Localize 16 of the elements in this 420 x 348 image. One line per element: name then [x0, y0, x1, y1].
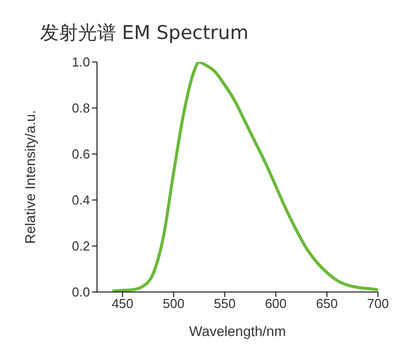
y-tick-label: 0.8 [72, 100, 90, 116]
y-axis-title: Relative Intensity/a.u. [22, 110, 38, 244]
y-tick-label: 0.2 [72, 238, 90, 254]
x-tick-label: 450 [112, 296, 134, 312]
y-tick-label: 0.0 [72, 284, 90, 300]
x-tick-label: 500 [162, 296, 184, 312]
x-tick-label: 550 [214, 296, 236, 312]
x-axis-title: Wavelength/nm [189, 323, 286, 339]
y-tick-label: 0.6 [72, 146, 90, 162]
line-series [110, 62, 378, 292]
x-tick-label: 700 [367, 296, 389, 312]
y-tick-label: 1.0 [72, 54, 90, 70]
y-tick-label: 0.4 [72, 192, 90, 208]
chart-title: 发射光谱 EM Spectrum [40, 21, 249, 46]
x-tick-label: 650 [316, 296, 338, 312]
x-tick-label: 600 [264, 296, 287, 312]
